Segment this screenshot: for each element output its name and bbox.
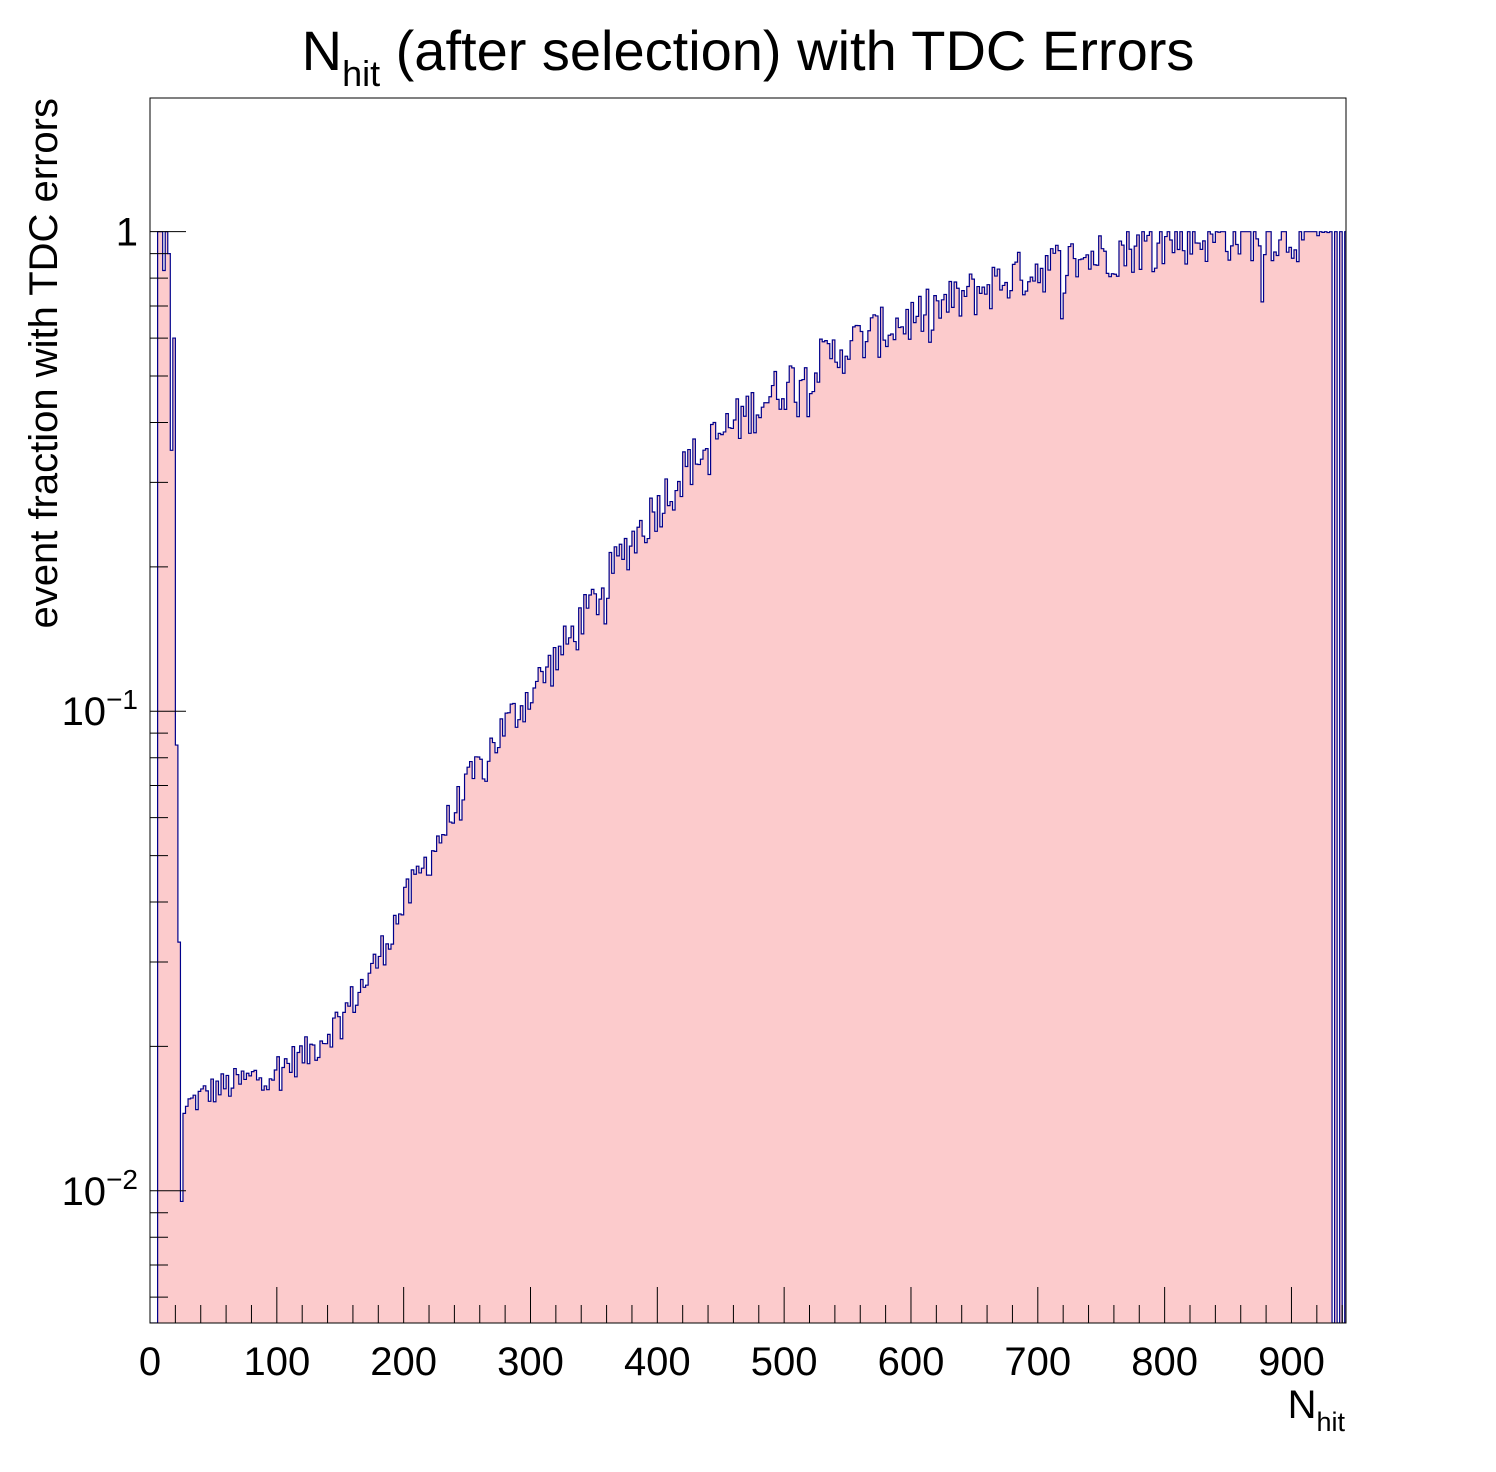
plot-border: [149, 97, 1347, 1324]
x-tick-label: 900: [1258, 1340, 1325, 1384]
histogram-fill: [157, 231, 1346, 1323]
chart-title-rest: (after selection) with TDC Errors: [380, 19, 1194, 82]
chart-title-sub: hit: [342, 53, 380, 94]
x-tick-label: 500: [751, 1340, 818, 1384]
x-tick-label: 200: [370, 1340, 437, 1384]
chart-title: Nhit (after selection) with TDC Errors: [302, 19, 1195, 94]
chart-title-main: N: [302, 19, 342, 82]
x-tick-label: 800: [1131, 1340, 1198, 1384]
y-tick-label: 1: [116, 211, 138, 255]
x-axis: 0 100 200 300 400 500 600 700 800 900: [139, 1287, 1343, 1384]
y-axis: 1 10−1 10−2: [62, 211, 186, 1298]
y-tick-label: 10−1: [62, 684, 138, 734]
x-tick-label: 700: [1004, 1340, 1071, 1384]
x-tick-label: 400: [624, 1340, 691, 1384]
y-tick-label: 10−2: [62, 1164, 138, 1214]
histogram-line: [150, 231, 1346, 1323]
x-axis-label-sub: hit: [1316, 1407, 1345, 1437]
x-tick-label: 0: [139, 1340, 161, 1384]
x-tick-label: 600: [878, 1340, 945, 1384]
histogram-data: [150, 231, 1346, 1323]
y-axis-label: event fraction with TDC errors: [22, 98, 66, 629]
x-tick-label: 300: [497, 1340, 564, 1384]
x-tick-label: 100: [243, 1340, 310, 1384]
x-axis-label-main: N: [1288, 1383, 1317, 1427]
x-axis-label: Nhit: [1288, 1383, 1346, 1437]
